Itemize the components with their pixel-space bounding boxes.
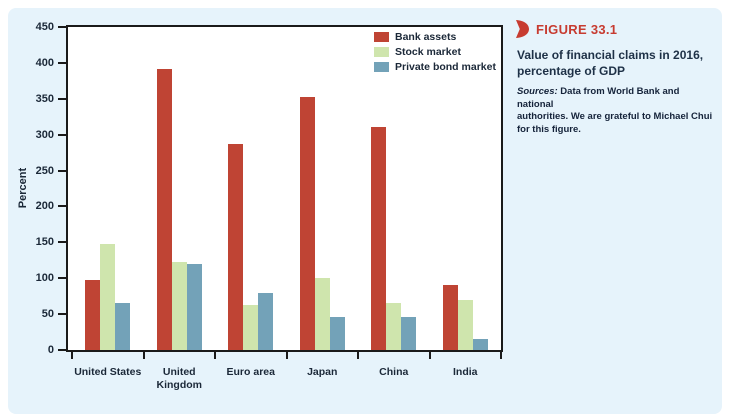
y-axis-tick xyxy=(58,313,66,316)
y-axis-tick-label: 250 xyxy=(35,164,54,177)
y-axis-tick xyxy=(58,26,66,28)
sources-label: Sources: xyxy=(517,86,558,97)
legend-row: Bank assets xyxy=(374,29,496,44)
figure-caption-line1: Value of financial claims in 2016, xyxy=(517,48,704,62)
y-axis-tick-label: 100 xyxy=(35,272,54,285)
y-axis-tick-label: 450 xyxy=(35,21,54,33)
legend-row: Private bond market xyxy=(374,59,496,74)
y-axis-tick xyxy=(58,61,66,64)
y-axis-tick-label: 200 xyxy=(35,200,54,213)
y-axis-title: Percent xyxy=(17,167,29,209)
figure-caption: Value of financial claims in 2016, perce… xyxy=(517,48,725,79)
y-axis-tick-label: 50 xyxy=(41,308,54,321)
bar-private-bond-market xyxy=(472,339,488,350)
legend-row: Stock market xyxy=(374,44,496,59)
sources-line3: for this figure. xyxy=(517,123,581,135)
sources-line2: authorities. We are grateful to Michael … xyxy=(517,111,713,122)
x-axis-tick xyxy=(214,352,216,359)
bar-private-bond-market xyxy=(258,292,274,350)
bar-bank-assets xyxy=(371,127,387,350)
y-axis-tick xyxy=(58,133,66,136)
bar-private-bond-market xyxy=(186,263,202,350)
bar-bank-assets xyxy=(442,285,458,350)
y-axis-tick xyxy=(58,241,66,244)
figure-header: FIGURE 33.1 xyxy=(516,20,617,38)
legend-label: Stock market xyxy=(395,45,461,58)
y-axis-tick xyxy=(58,205,66,208)
y-axis-tick-label: 350 xyxy=(35,92,54,105)
y-axis-tick xyxy=(58,277,66,280)
bar-stock-market xyxy=(314,278,330,350)
bar-bank-assets xyxy=(299,96,315,350)
x-axis-category-label: United States xyxy=(74,366,142,378)
figure-marker-icon xyxy=(516,20,529,38)
legend-label: Private bond market xyxy=(395,60,496,73)
sources-text1: Data from World Bank and national xyxy=(517,86,680,110)
legend-swatch xyxy=(374,61,389,72)
y-axis-tick xyxy=(58,97,66,100)
chart-legend: Bank assets Stock market Private bond mark… xyxy=(374,29,496,74)
legend-label: Bank assets xyxy=(395,30,457,43)
x-axis-tick xyxy=(142,352,145,359)
y-axis-tick-label: 150 xyxy=(35,236,54,249)
bar-bank-assets xyxy=(85,279,101,350)
x-axis-category-label: United Kingdom xyxy=(156,366,203,391)
bar-stock-market xyxy=(386,303,402,350)
y-axis-tick xyxy=(58,349,66,351)
figure-panel: 450 400 350 300 250 200 150 100 50 0 Percent Unit… xyxy=(8,8,722,414)
bar-stock-market xyxy=(171,261,187,350)
x-axis-category-label: Euro area xyxy=(226,366,275,378)
bar-stock-market xyxy=(457,300,473,350)
legend-swatch xyxy=(374,31,389,42)
y-axis-tick-label: 400 xyxy=(35,56,54,69)
legend-swatch xyxy=(374,46,389,57)
y-axis-tick-label: 0 xyxy=(47,344,54,356)
x-axis-tick xyxy=(285,352,288,359)
bar-bank-assets xyxy=(228,143,244,350)
bar-stock-market xyxy=(100,244,116,350)
x-axis-tick xyxy=(500,352,502,359)
x-axis-category-label: Japan xyxy=(307,366,338,378)
bar-stock-market xyxy=(243,304,259,350)
bar-bank-assets xyxy=(156,68,172,350)
bar-private-bond-market xyxy=(115,303,131,350)
x-axis-category-label: India xyxy=(452,366,478,378)
bar-private-bond-market xyxy=(329,316,345,350)
figure-caption-line2: percentage of GDP xyxy=(517,63,626,78)
bar-private-bond-market xyxy=(401,316,417,350)
y-axis-tick-label: 300 xyxy=(35,128,54,141)
chart-plot-area xyxy=(66,25,503,352)
x-axis-tick xyxy=(71,352,73,359)
x-axis-tick xyxy=(428,352,431,359)
sources-line1: Sources: Data from World Bank and nation… xyxy=(517,86,717,111)
figure-sources: Sources: Data from World Bank and nation… xyxy=(517,86,717,136)
y-axis-tick xyxy=(58,169,66,172)
x-axis-category-label: China xyxy=(379,366,409,378)
x-axis-tick xyxy=(357,352,359,359)
figure-number-label: FIGURE 33.1 xyxy=(536,21,618,37)
